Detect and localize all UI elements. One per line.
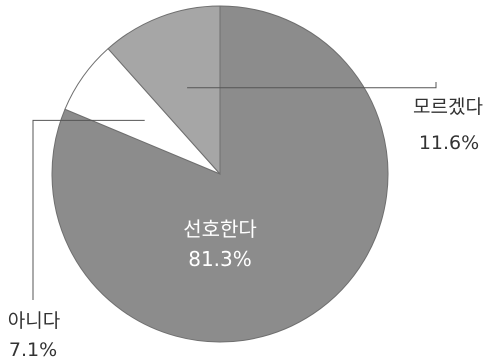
slice-value-seonhohanda: 81.3% bbox=[188, 247, 252, 271]
slice-label-moreugetda: 모르겠다 bbox=[413, 96, 483, 118]
slice-moreugetda bbox=[107, 5, 221, 176]
slice-label-seonhohanda: 선호한다 bbox=[183, 217, 257, 241]
slice-value-moreugetda: 11.6% bbox=[419, 132, 479, 154]
slice-label-anida: 아니다 bbox=[8, 310, 60, 332]
leader-line-moreugetda bbox=[187, 82, 437, 89]
leader-lines bbox=[32, 82, 437, 300]
slice-value-anida: 7.1% bbox=[9, 339, 57, 361]
leader-line-anida bbox=[32, 119, 145, 300]
slices-layer bbox=[51, 5, 389, 343]
